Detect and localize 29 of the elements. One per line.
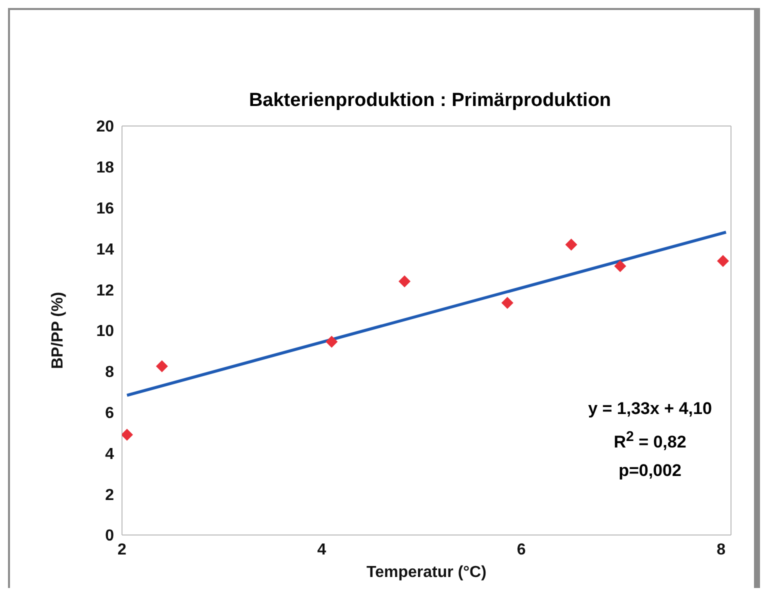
- point: [326, 336, 338, 348]
- x-tick-label: 8: [716, 541, 726, 558]
- point: [565, 238, 578, 251]
- point: [614, 260, 626, 272]
- y-tick-label: 18: [96, 160, 114, 177]
- point: [122, 428, 133, 441]
- x-axis-title: Temperatur (°C): [366, 564, 486, 581]
- y-tick-label: 8: [105, 364, 114, 382]
- point: [156, 360, 168, 372]
- point: [398, 275, 411, 288]
- x-tick-label: 6: [516, 541, 526, 558]
- y-tick-label: 2: [105, 486, 114, 504]
- annotation: y = 1,33x + 4,10: [587, 398, 713, 420]
- point: [717, 254, 730, 267]
- x-tick-label: 4: [317, 541, 326, 558]
- y-tick-label: 16: [96, 200, 114, 218]
- annotation: p=0,002: [618, 460, 682, 482]
- y-tick-label: 4: [105, 446, 114, 463]
- point: [501, 296, 514, 309]
- y-axis-title: BP/PP (%): [50, 292, 67, 370]
- y-tick-label: 12: [96, 282, 114, 300]
- y-tick-label: 10: [96, 323, 114, 340]
- y-tick-label: 20: [96, 118, 114, 136]
- chart-title: Bakterienproduktion : Primärproduktion: [248, 90, 612, 112]
- annotation: R$^{2}$ = 0,82: [612, 428, 688, 454]
- y-tick-label: 14: [96, 241, 114, 258]
- y-tick-label: 0: [105, 528, 114, 545]
- y-tick-label: 6: [105, 404, 114, 422]
- x-tick-label: 2: [118, 541, 127, 558]
